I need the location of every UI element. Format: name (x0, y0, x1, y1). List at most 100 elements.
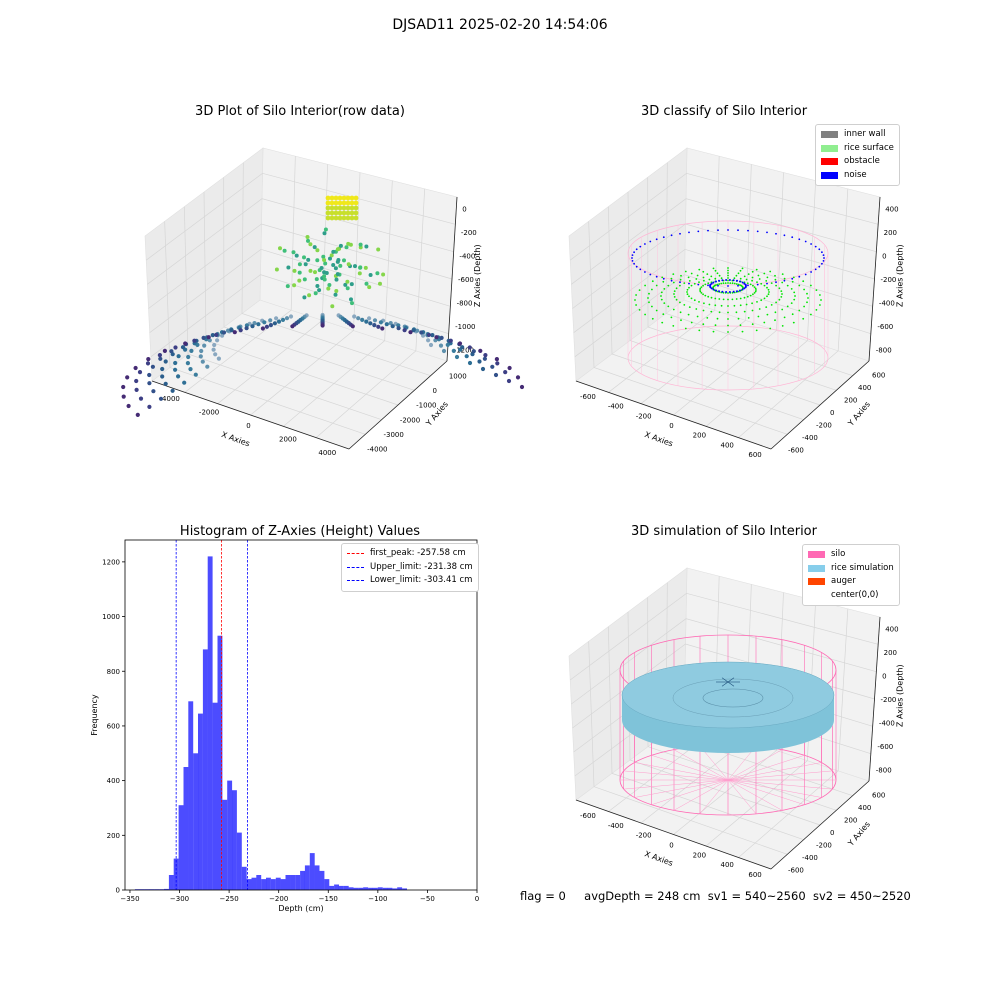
grid-line (571, 198, 877, 285)
rice-surface-point (775, 284, 777, 287)
raw-point (490, 364, 495, 369)
rice-surface-point (714, 269, 717, 272)
legend-label: Upper_limit: -231.38 cm (370, 561, 473, 572)
y-tick-label: 600 (872, 791, 885, 799)
rice-surface-point (733, 277, 736, 280)
rice-surface-point (699, 290, 702, 293)
rice-surface-point (644, 313, 646, 316)
histogram-title: Histogram of Z-Axies (Height) Values (179, 524, 421, 539)
x-tick-label: 200 (693, 432, 706, 440)
noise-point (798, 238, 801, 241)
rice-surface-point (684, 327, 687, 330)
rice-surface-point (815, 289, 818, 291)
noise-point (822, 254, 825, 256)
noise-point (804, 273, 807, 276)
silo-floor-line (727, 779, 822, 798)
silo-floor-line (727, 779, 805, 805)
raw-point (121, 384, 126, 390)
silo-floor-line (673, 749, 729, 781)
histogram-bar (343, 885, 349, 890)
raw-point (341, 215, 347, 221)
raw-point (322, 274, 327, 279)
raw-point (138, 396, 144, 401)
rice-surface-point (702, 309, 705, 312)
raw-point (285, 284, 290, 289)
rice-surface-point (755, 289, 757, 291)
grid-line (665, 162, 853, 376)
raw-point (482, 356, 487, 361)
raw-point (341, 205, 347, 211)
z-tick-label: 400 (885, 626, 898, 634)
raw-point (349, 200, 355, 206)
rice-surface-point (792, 321, 795, 324)
histogram-bar (363, 887, 369, 890)
rice-surface-point (683, 304, 686, 306)
noise-point (821, 251, 823, 254)
raw-point (278, 246, 282, 251)
noise-point (783, 279, 786, 282)
histogram-bar (256, 875, 262, 890)
raw-point (325, 195, 331, 201)
rice-surface-point (798, 284, 801, 287)
z-tick-label: -600 (877, 323, 893, 331)
x-tick-label: −200 (269, 895, 288, 903)
rice-surface-point (702, 276, 705, 279)
rice-surface-point (737, 272, 740, 275)
rice-surface-point (688, 286, 690, 289)
raw-point (306, 238, 310, 243)
x-tick-label: 4000 (318, 449, 336, 457)
rice-surface-point (802, 317, 805, 320)
raw-point (345, 279, 350, 284)
y-tick-label: 200 (844, 816, 857, 824)
z-tick-label: -400 (879, 299, 895, 307)
raw-point (286, 265, 291, 270)
histogram-bar (270, 879, 276, 890)
z-axis-label: Z Axies (Depth) (896, 664, 905, 727)
grid-line (571, 618, 877, 705)
rice-surface-point (749, 283, 752, 286)
raw-point (308, 242, 313, 247)
rice-surface-point (695, 278, 698, 280)
histogram-bar (266, 877, 271, 890)
noise-point (717, 284, 719, 287)
raw-point (182, 380, 187, 385)
x-tick-label: 600 (748, 871, 761, 879)
rice-surface-point (760, 282, 763, 285)
rice-surface-point (778, 287, 781, 290)
y-tick-label: 600 (872, 371, 885, 379)
rice-surface-point (660, 295, 662, 297)
x-tick-label: 400 (721, 441, 734, 449)
rice-surface-point (792, 276, 795, 279)
raw-point (477, 359, 482, 364)
legend-item-noise: noise (821, 169, 894, 183)
rice-surface-point (802, 280, 805, 283)
raw-point (494, 357, 499, 362)
noise-point (727, 285, 729, 287)
rice-surface-point (673, 290, 676, 292)
rice-surface-point (716, 290, 719, 293)
legend-label: rice surface (844, 142, 894, 153)
raw-point (335, 272, 340, 277)
raw-point (337, 205, 343, 211)
raw-point (333, 195, 339, 201)
rice-surface-point (755, 268, 758, 271)
x-tick-label: −350 (120, 895, 139, 903)
rice-surface-point (703, 279, 705, 282)
silo-floor-line (623, 779, 729, 790)
rice-surface-point (737, 317, 740, 320)
rice-surface-point (667, 305, 670, 308)
y-tick-label: 1000 (449, 372, 467, 380)
rice-surface-point (754, 287, 757, 290)
raw-point (333, 292, 338, 297)
noise-point (649, 273, 652, 276)
histogram-bar (164, 888, 169, 890)
raw-point (344, 245, 349, 250)
rice-surface-point (690, 297, 693, 300)
rice-surface-point (718, 298, 721, 300)
raw-point (337, 210, 343, 216)
rice-surface-point (753, 286, 756, 288)
z-tick-label: 400 (885, 206, 898, 214)
rice-surface-point (739, 304, 742, 307)
raw-point (349, 282, 354, 287)
